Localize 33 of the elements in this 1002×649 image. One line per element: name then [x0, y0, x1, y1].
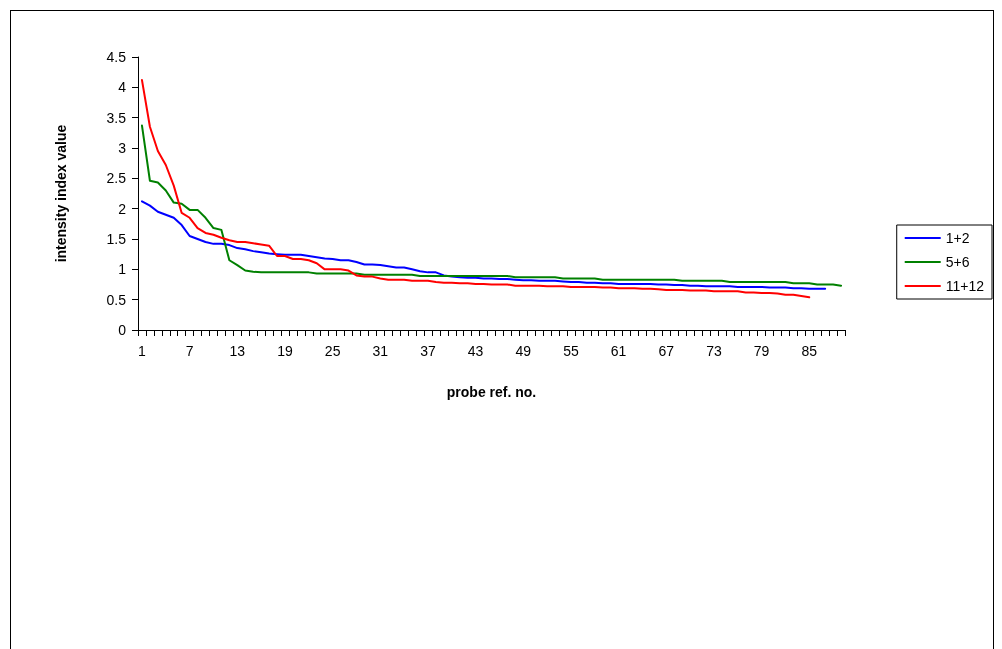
x-tick-label: 79 [753, 343, 770, 359]
x-tick-label: 67 [658, 343, 675, 359]
x-tick-label: 73 [706, 343, 722, 359]
x-tick-label: 1 [138, 343, 147, 359]
x-tick-label: 61 [610, 343, 627, 359]
y-tick-label: 2.5 [106, 170, 127, 187]
x-tick-label: 85 [801, 343, 818, 359]
legend-label: 1+2 [945, 230, 970, 246]
x-axis-title: probe ref. no. [446, 384, 537, 400]
y-tick-label: 4.5 [106, 49, 127, 65]
line-series [140, 124, 843, 287]
y-axis-title: intensity index value [53, 124, 69, 263]
y-tick-label: 3.5 [106, 109, 127, 126]
x-tick-label: 55 [563, 343, 579, 359]
y-tick-label: 0.5 [106, 291, 127, 308]
y-tick-label: 1.5 [106, 231, 127, 247]
line-series [140, 200, 827, 290]
line-series [140, 79, 811, 299]
y-tick-label: 0 [118, 322, 127, 338]
x-tick-label: 37 [420, 343, 436, 359]
y-tick-label: 1 [118, 261, 127, 278]
x-tick-label: 13 [229, 343, 246, 359]
legend-label: 11+12 [945, 278, 985, 294]
legend-label: 5+6 [945, 254, 970, 270]
x-tick-label: 49 [515, 343, 532, 359]
y-tick-label: 3 [118, 140, 127, 156]
y-tick-label: 4 [118, 79, 127, 96]
x-tick-label: 31 [372, 343, 389, 359]
y-tick-label: 2 [118, 200, 127, 217]
x-tick-label: 19 [277, 343, 293, 359]
x-tick-label: 7 [185, 343, 194, 359]
x-tick-label: 25 [324, 343, 341, 359]
x-tick-label: 43 [467, 343, 484, 359]
